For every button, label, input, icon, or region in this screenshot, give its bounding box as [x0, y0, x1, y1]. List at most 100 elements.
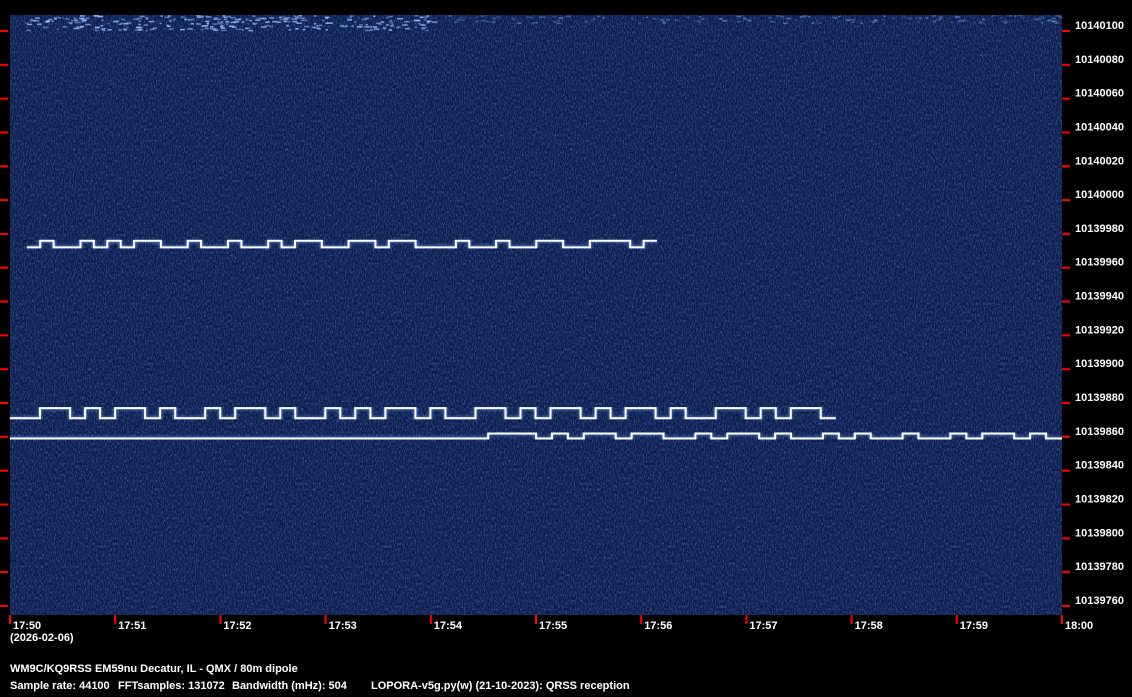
noise-speck	[184, 18, 188, 21]
noise-speck	[213, 28, 219, 31]
noise-speck	[79, 17, 85, 20]
noise-speck	[101, 19, 104, 22]
noise-speck	[218, 23, 223, 25]
noise-speck	[369, 29, 374, 31]
noise-speck	[280, 18, 284, 21]
noise-speck	[722, 20, 728, 22]
noise-speck	[118, 29, 122, 31]
noise-speck	[82, 19, 88, 21]
noise-speck	[746, 19, 752, 22]
noise-speck	[389, 21, 394, 24]
noise-speck	[76, 26, 82, 29]
noise-speck	[718, 18, 724, 20]
noise-speck	[373, 15, 376, 17]
noise-speck	[101, 27, 106, 30]
noise-speck	[354, 21, 357, 23]
noise-speck	[491, 21, 495, 23]
noise-speck	[206, 23, 209, 25]
noise-speck	[232, 26, 237, 28]
noise-speck	[832, 16, 837, 19]
noise-speck	[37, 23, 42, 25]
noise-speck	[145, 16, 148, 19]
software-info: LOPORA-v5g.py(w) (21-10-2023): QRSS rece…	[371, 680, 630, 692]
noise-speck	[556, 22, 561, 24]
noise-speck	[1042, 17, 1045, 20]
noise-speck	[53, 17, 57, 19]
noise-speck	[391, 23, 394, 26]
noise-speck	[74, 19, 78, 22]
noise-speck	[901, 16, 906, 18]
noise-speck	[222, 15, 226, 17]
noise-speck	[388, 29, 393, 31]
noise-speck	[584, 21, 588, 23]
noise-speck	[223, 16, 228, 19]
noise-speck	[1047, 20, 1051, 22]
noise-speck	[73, 17, 77, 20]
y-tick-right	[1062, 571, 1070, 574]
noise-speck	[284, 17, 291, 19]
y-tick-left	[0, 334, 8, 337]
noise-speck	[742, 17, 746, 19]
noise-speck	[834, 17, 838, 19]
y-tick-right	[1062, 131, 1070, 134]
noise-speck	[294, 28, 298, 30]
noise-speck	[300, 17, 305, 19]
noise-speck	[414, 26, 417, 28]
y-tick-right	[1062, 368, 1070, 371]
noise-speck	[448, 15, 452, 17]
noise-speck	[365, 24, 368, 26]
x-tick	[324, 615, 327, 624]
noise-speck	[191, 18, 195, 20]
noise-speck	[480, 15, 485, 17]
noise-speck	[421, 24, 426, 26]
y-tick-label: 10140020	[1075, 155, 1124, 167]
noise-speck	[918, 17, 923, 19]
noise-speck	[121, 18, 125, 21]
y-tick-right	[1062, 435, 1070, 438]
noise-speck	[123, 29, 127, 31]
noise-speck	[783, 22, 788, 24]
noise-speck	[275, 20, 278, 23]
y-tick-left	[0, 165, 8, 168]
noise-speck	[138, 23, 141, 26]
y-tick-label: 10139980	[1075, 223, 1124, 235]
noise-speck	[134, 29, 137, 31]
noise-speck	[252, 22, 258, 25]
noise-speck	[421, 28, 425, 30]
noise-speck	[220, 21, 224, 23]
noise-speck	[235, 28, 242, 31]
noise-speck	[280, 16, 285, 18]
noise-speck	[220, 24, 225, 27]
noise-speck	[283, 18, 289, 21]
noise-speck	[288, 29, 292, 31]
noise-speck	[313, 15, 317, 17]
x-tick-label: 17:56	[644, 620, 672, 632]
noise-speck	[58, 17, 62, 19]
noise-speck	[837, 15, 841, 18]
y-tick-left	[0, 97, 8, 100]
noise-speck	[419, 16, 424, 19]
noise-speck	[770, 21, 775, 23]
y-tick-label: 10140000	[1075, 189, 1124, 201]
noise-speck	[107, 29, 112, 31]
noise-speck	[380, 21, 385, 23]
noise-speck	[917, 20, 920, 23]
noise-speck	[991, 15, 995, 17]
noise-speck	[113, 20, 118, 23]
noise-speck	[674, 19, 678, 21]
x-tick	[640, 615, 643, 624]
noise-speck	[414, 15, 418, 17]
noise-speck	[957, 20, 962, 22]
y-tick-label: 10140060	[1075, 88, 1124, 100]
noise-speck	[220, 27, 226, 29]
noise-speck	[252, 15, 256, 17]
noise-speck	[365, 17, 369, 20]
noise-speck	[389, 20, 393, 22]
noise-speck	[79, 25, 85, 28]
noise-speck	[295, 17, 300, 19]
noise-speck	[799, 16, 803, 18]
noise-speck	[486, 21, 491, 23]
noise-speck	[364, 29, 370, 32]
noise-speck	[234, 21, 240, 23]
